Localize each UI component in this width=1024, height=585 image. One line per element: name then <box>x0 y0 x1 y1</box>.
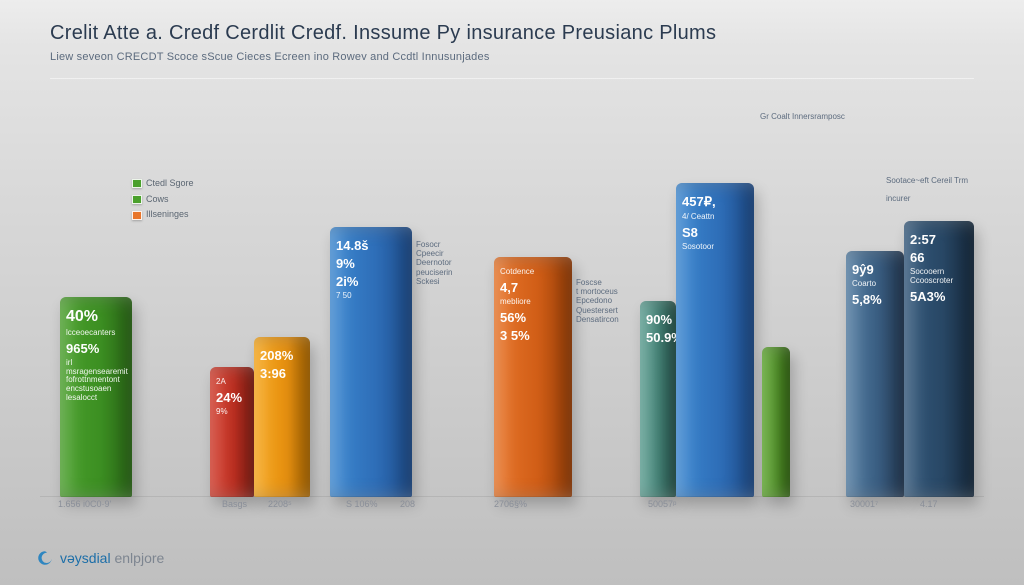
x-tick-label: 208 <box>400 499 415 509</box>
bar-side-caption: FosocrCpeecirDeernotorpeuciserinSckesi <box>416 240 452 286</box>
bar-value: 7 50 <box>336 292 406 301</box>
legend-right-upper: Gr Coalt Innersramposc <box>760 112 845 121</box>
legend-swatch <box>132 195 142 204</box>
bar-value: 9% <box>336 256 406 271</box>
chart-bar: 9ŷ9 Coarto 5,8% <box>846 251 904 497</box>
bar-value: 4,7 <box>500 280 566 295</box>
bar-value: 9% <box>216 408 248 417</box>
chart-bar: 2:57 66 Socooern Ccooscroter 5A3% <box>904 221 974 497</box>
bar-value: 90% <box>646 312 670 327</box>
bar-side-caption: Foscset mortoceusEpcedonoQuestersertDens… <box>576 278 619 324</box>
x-tick-label: Basgs <box>222 499 247 509</box>
bar-value: S8 <box>682 225 748 240</box>
bar-value: 4/ Ceattn <box>682 213 748 222</box>
bar-value: 40% <box>66 308 126 326</box>
legend-label: Cows <box>146 194 169 206</box>
bar-value: Cotdence <box>500 268 566 277</box>
bar-value: 965% <box>66 341 126 356</box>
logo-word-2: enlpjore <box>114 550 164 566</box>
legend-left: Ctedl Sgore Cows Illseninges <box>132 178 194 225</box>
bar-value: 9ŷ9 <box>852 262 898 277</box>
chart-bar: wolilir srtsonisunsws14.8š9%2i%7 50 <box>330 227 412 497</box>
legend-swatch <box>132 211 142 220</box>
legend-item: Illseninges <box>132 209 194 221</box>
bar-value: 3:96 <box>260 366 304 381</box>
legend-label: Ctedl Sgore <box>146 178 194 190</box>
header-divider <box>50 78 974 79</box>
chart-bar: 457₽, 4/ Ceattn S8 Sosotoor <box>676 183 754 497</box>
bar-chart: Ctedl Sgore Cows Illseninges Gr Coalt Inne… <box>0 90 1024 525</box>
bar-value: Coarto <box>852 280 898 289</box>
chart-bar: 2A 24% 9% <box>210 367 254 497</box>
footer-logo: vəysdial enlpjore <box>36 549 164 567</box>
bar-value: mebliore <box>500 298 566 307</box>
chart-bar: Aoss Ithesprianisuns208%3:96 <box>254 337 310 497</box>
bar-value: 208% <box>260 348 304 363</box>
x-tick-label: 1.656 i0C0·9' <box>58 499 111 509</box>
bar-value: Socooern Ccooscroter <box>910 268 968 286</box>
x-tick-label: 50057ᵖ <box>648 499 676 509</box>
bar-value: 3 5% <box>500 328 566 343</box>
chart-bar: 90% 50.9% <box>640 301 676 497</box>
chart-bar <box>762 347 790 497</box>
page-title: Crelit Atte a. Credf Cerdlit Credf. Inss… <box>50 22 974 45</box>
swirl-icon <box>36 549 54 567</box>
bar-value: lcceoecanters <box>66 329 126 338</box>
x-axis-labels: 1.656 i0C0·9' Basgs 2208⁵ S 106% 208 2706§% 50… <box>0 499 1024 517</box>
bar-value: irl msragensearemit fofrottnmentont encs… <box>66 359 126 403</box>
baseline <box>40 496 984 497</box>
legend-label: Illseninges <box>146 209 189 221</box>
legend-swatch <box>132 179 142 188</box>
bar-value: 50.9% <box>646 330 670 345</box>
bar-value: 2:57 <box>910 232 968 247</box>
bar-value: 5A3% <box>910 289 968 304</box>
bar-value: 2A <box>216 378 248 387</box>
chart-bar: S50306233878Cotdence4,7mebliore56%3 5% <box>494 257 572 497</box>
logo-word-1: vəysdial <box>60 550 111 566</box>
x-tick-label: S 106% <box>346 499 378 509</box>
bar-value: 56% <box>500 310 566 325</box>
bar-value: 14.8š <box>336 238 406 253</box>
legend-item: Cows <box>132 194 194 206</box>
bar-value: 2i% <box>336 274 406 289</box>
x-tick-label: 30001⁷ <box>850 499 878 509</box>
bar-value: Sosotoor <box>682 243 748 252</box>
chart-bar: 40% lcceoecanters 965% irl msragensearemit … <box>60 297 132 497</box>
bar-value: 66 <box>910 250 968 265</box>
bar-value: 457₽, <box>682 194 748 210</box>
x-tick-label: 4.17 <box>920 499 938 509</box>
x-tick-label: 2208⁵ <box>268 499 292 509</box>
bar-value: 24% <box>216 390 248 405</box>
legend-right-mid: Sootace~eft Cereil Trm incurer <box>886 176 968 204</box>
legend-item: Ctedl Sgore <box>132 178 194 190</box>
page-subtitle: Liew seveon CRECDT Scoce sScue Cieces Ec… <box>50 51 974 63</box>
bar-value: 5,8% <box>852 292 898 307</box>
x-tick-label: 2706§% <box>494 499 527 509</box>
